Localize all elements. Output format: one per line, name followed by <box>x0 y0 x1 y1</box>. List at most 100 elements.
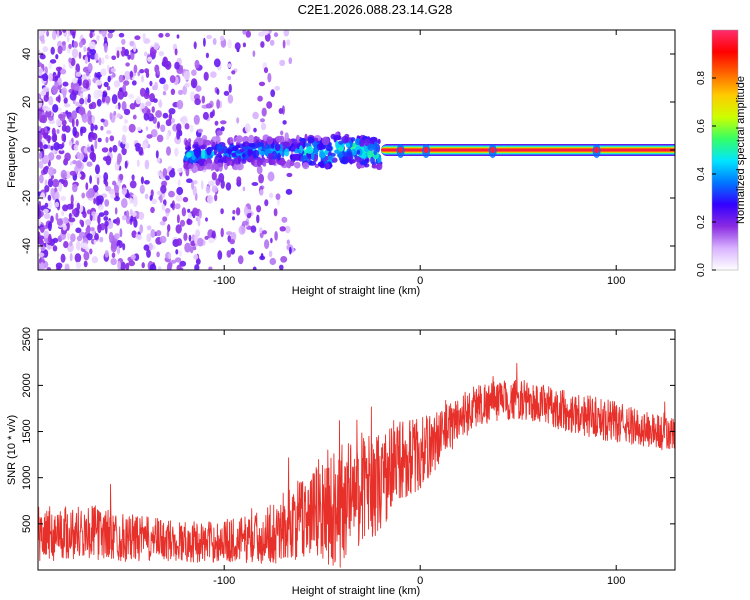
noise-blob <box>256 205 262 213</box>
noise-blob <box>134 142 141 149</box>
noise-blob <box>132 114 137 120</box>
noise-blob <box>110 193 116 199</box>
noise-blob <box>138 211 145 220</box>
noise-blob <box>118 32 125 38</box>
noise-blob <box>57 71 61 79</box>
signal-blob <box>318 142 324 151</box>
noise-blob <box>152 85 156 91</box>
noise-blob <box>187 218 191 225</box>
noise-blob <box>162 168 168 178</box>
signal-blob <box>346 142 351 148</box>
noise-blob <box>158 51 165 57</box>
signal-blob <box>367 149 374 159</box>
noise-blob <box>178 89 184 96</box>
noise-blob <box>190 91 196 102</box>
noise-blob <box>159 235 167 244</box>
noise-blob <box>106 130 112 135</box>
spectrogram-x-axis: -100 0 100 <box>213 30 625 287</box>
noise-blob <box>87 54 91 63</box>
colorbar-tick-label: 0.4 <box>696 167 707 181</box>
noise-blob <box>274 85 281 91</box>
noise-blob <box>50 215 54 223</box>
noise-blob <box>146 225 152 231</box>
signal-blob <box>314 148 319 154</box>
noise-blob <box>104 250 109 258</box>
noise-blob <box>122 243 126 251</box>
signal-blob <box>253 149 259 159</box>
noise-blob <box>197 216 201 227</box>
signal-blob <box>360 160 368 166</box>
noise-blob <box>206 34 213 40</box>
noise-blob <box>48 233 52 244</box>
noise-blob <box>155 110 163 118</box>
signal-blob <box>286 160 290 168</box>
noise-blob <box>139 102 146 109</box>
signal-blob <box>274 143 281 152</box>
noise-blob <box>171 167 175 174</box>
noise-blob <box>288 57 293 65</box>
signal-blob <box>371 164 378 169</box>
noise-blob <box>146 109 151 115</box>
noise-blob <box>195 229 201 238</box>
noise-blob <box>167 224 171 232</box>
signal-blob <box>231 152 236 157</box>
noise-blob <box>80 126 87 134</box>
noise-blob <box>162 91 167 96</box>
noise-blob <box>242 42 246 48</box>
signal-blob <box>241 158 247 164</box>
noise-blob <box>266 101 273 109</box>
signal-blob <box>367 143 376 151</box>
noise-blob <box>38 174 44 184</box>
noise-blob <box>235 207 241 216</box>
noise-blob <box>43 132 49 139</box>
noise-blob <box>101 91 108 98</box>
x-tick-label: 0 <box>417 275 423 287</box>
noise-blob <box>55 75 59 81</box>
noise-blob <box>48 166 55 177</box>
noise-blob <box>90 101 97 109</box>
noise-blob <box>192 207 199 216</box>
noise-blob <box>116 113 122 118</box>
signal-blob <box>216 135 221 144</box>
noise-blob <box>129 103 136 110</box>
noise-blob <box>127 54 131 60</box>
noise-blob <box>66 35 70 43</box>
noise-blob <box>76 151 81 159</box>
noise-blob <box>274 231 278 241</box>
noise-blob <box>47 221 52 232</box>
noise-blob <box>95 164 100 175</box>
noise-blob <box>286 239 290 245</box>
noise-blob <box>96 34 100 42</box>
noise-blob <box>193 114 200 125</box>
noise-blob <box>133 64 138 74</box>
noise-blob <box>149 263 157 270</box>
noise-blob <box>96 177 100 186</box>
signal-blob <box>192 144 196 149</box>
noise-blob <box>111 94 118 105</box>
noise-blob <box>81 74 88 80</box>
noise-blob <box>85 219 92 226</box>
noise-blob <box>87 62 93 73</box>
signal-blob <box>338 140 344 145</box>
noise-blob <box>128 93 135 100</box>
noise-blob <box>270 89 276 98</box>
signal-blob <box>211 164 219 170</box>
noise-blob <box>147 56 153 62</box>
noise-blob <box>98 212 105 218</box>
noise-blob <box>289 246 292 255</box>
noise-blob <box>59 114 66 122</box>
signal-blob <box>351 148 357 156</box>
noise-blob <box>77 77 82 84</box>
noise-blob <box>178 250 183 257</box>
signal-blob <box>321 136 330 146</box>
signal-blob <box>370 156 375 165</box>
noise-blob <box>158 99 162 109</box>
noise-blob <box>91 256 99 264</box>
noise-blob <box>259 189 264 196</box>
noise-blob <box>250 225 257 233</box>
noise-blob <box>94 233 99 241</box>
noise-blob <box>156 134 164 143</box>
noise-blob <box>39 141 43 151</box>
noise-blob <box>100 118 105 123</box>
noise-blob <box>236 176 242 184</box>
